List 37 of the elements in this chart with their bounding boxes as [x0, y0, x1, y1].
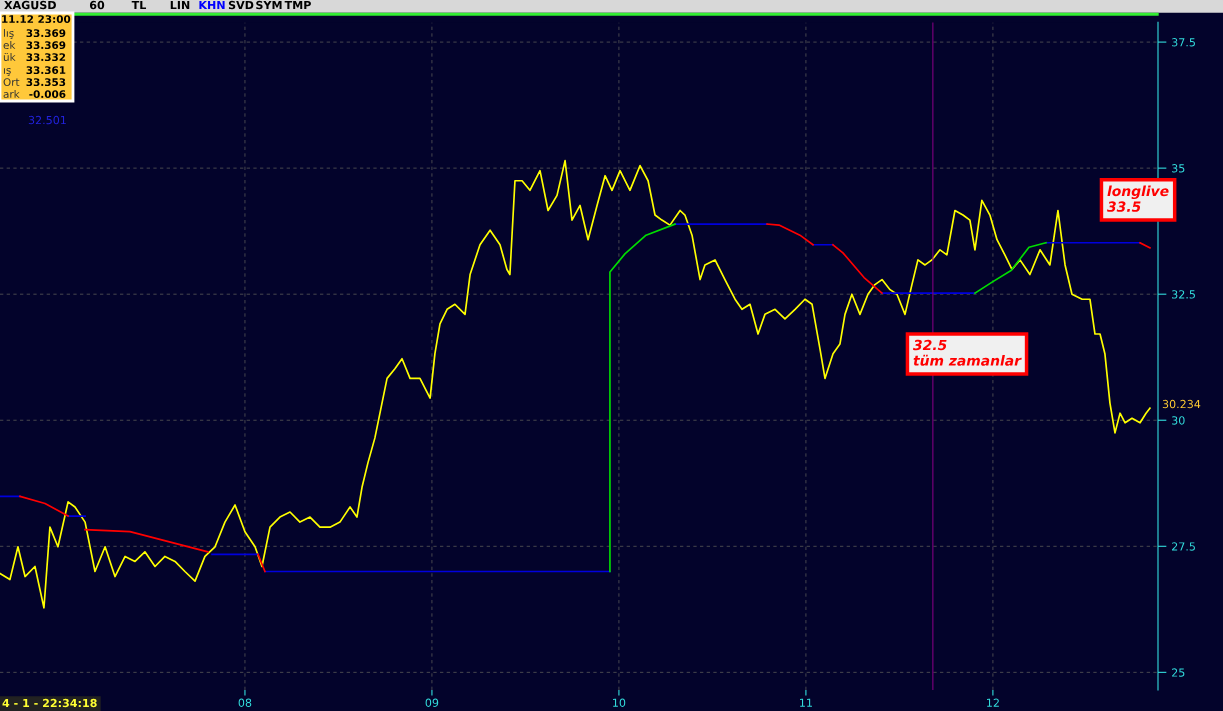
y-tick-label: 27.5 — [1172, 542, 1195, 551]
annotation: longlive 33.5 — [1107, 185, 1169, 212]
annotation: 33.361 — [26, 66, 66, 75]
chart-title: XAGUSD — [4, 0, 56, 10]
annotation: 33.332 — [26, 53, 66, 62]
text: KHN — [199, 0, 225, 10]
y-tick-label: 32.5 — [1172, 290, 1195, 299]
annotation: ış — [3, 68, 11, 76]
text: LIN — [170, 0, 190, 10]
annotation: ek — [3, 40, 16, 50]
y-tick-label: 37.5 — [1172, 38, 1195, 47]
y-tick-label: 35 — [1172, 164, 1185, 173]
y-tick-label: 30 — [1172, 416, 1185, 425]
text: SVD — [228, 0, 254, 10]
text: 4 - 1 - 22:34:18 — [2, 698, 97, 708]
annotation: 32.5 tüm zamanlar — [913, 339, 1022, 366]
annotation: 33.369 — [26, 41, 66, 50]
annotation: Ort — [3, 78, 20, 87]
text: TMP — [284, 0, 311, 10]
text: TL — [131, 0, 147, 10]
annotation: 33.353 — [26, 78, 66, 87]
annotation: 33.369 — [26, 29, 66, 38]
x-tick-label: 08 — [238, 698, 252, 707]
x-tick-label: 12 — [987, 698, 999, 707]
annotation: ük — [3, 52, 16, 62]
x-tick-label: 09 — [425, 698, 439, 707]
text: 60 — [89, 0, 105, 10]
annotation: 11.12 23:00 — [2, 15, 71, 24]
x-tick-label: 11 — [800, 698, 812, 707]
x-tick-label: 10 — [613, 698, 626, 707]
text: 30.234 — [1162, 399, 1201, 409]
text: SYM — [256, 0, 282, 10]
annotation: lış — [3, 28, 14, 39]
annotation: ark — [3, 89, 20, 99]
annotation: -0.006 — [29, 90, 66, 99]
y-tick-label: 25 — [1172, 668, 1185, 677]
annotation: 32.501 — [28, 115, 66, 125]
